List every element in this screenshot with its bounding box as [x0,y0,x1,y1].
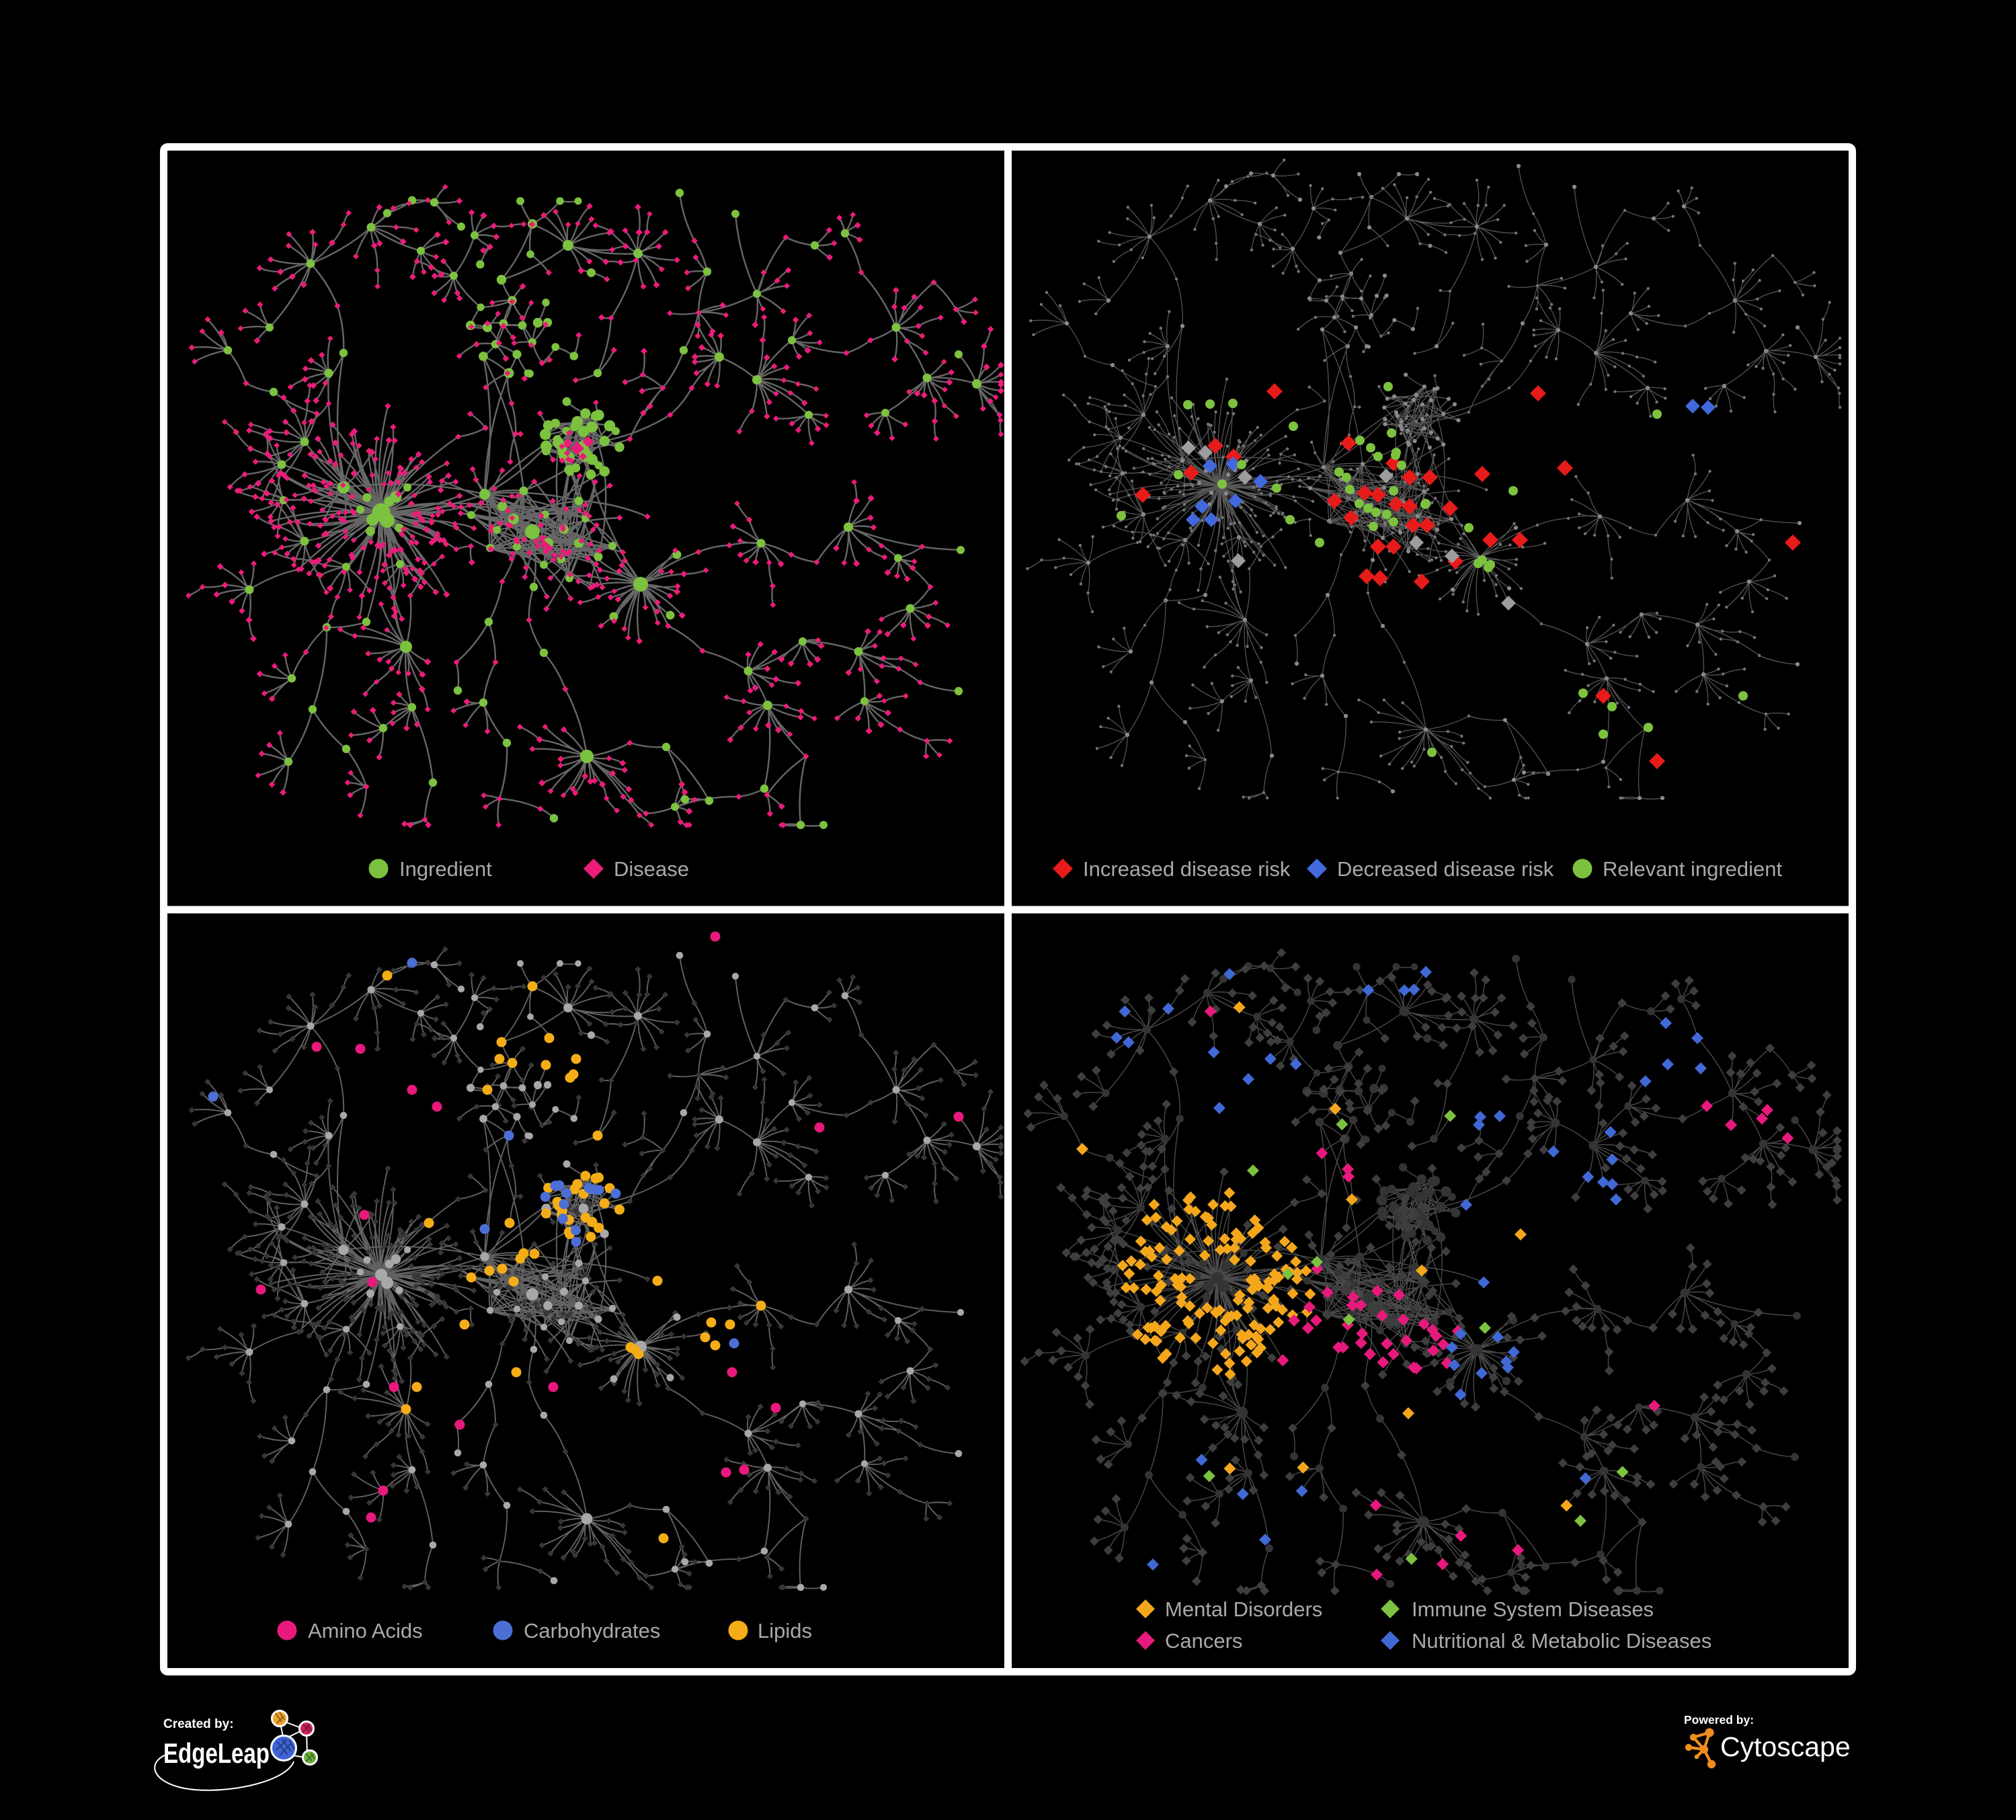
svg-text:Powered by:: Powered by: [1684,1713,1754,1727]
svg-text:Amino Acids: Amino Acids [308,1619,423,1643]
svg-text:Carbohydrates: Carbohydrates [524,1619,660,1643]
svg-text:Decreased disease risk: Decreased disease risk [1337,857,1554,881]
svg-text:Created by:: Created by: [163,1717,234,1731]
svg-text:EdgeLeap: EdgeLeap [163,1737,270,1769]
svg-text:Disease: Disease [614,857,689,881]
svg-text:Mental Disorders: Mental Disorders [1165,1597,1322,1621]
svg-text:Relevant ingredient: Relevant ingredient [1603,857,1783,881]
svg-text:Immune System Diseases: Immune System Diseases [1412,1597,1654,1621]
svg-text:Cancers: Cancers [1165,1629,1242,1653]
svg-text:Lipids: Lipids [758,1619,812,1643]
svg-text:Increased disease risk: Increased disease risk [1083,857,1291,881]
svg-text:Cytoscape: Cytoscape [1720,1731,1851,1762]
svg-text:Ingredient: Ingredient [399,857,492,881]
svg-text:Nutritional & Metabolic Diseas: Nutritional & Metabolic Diseases [1412,1629,1711,1653]
